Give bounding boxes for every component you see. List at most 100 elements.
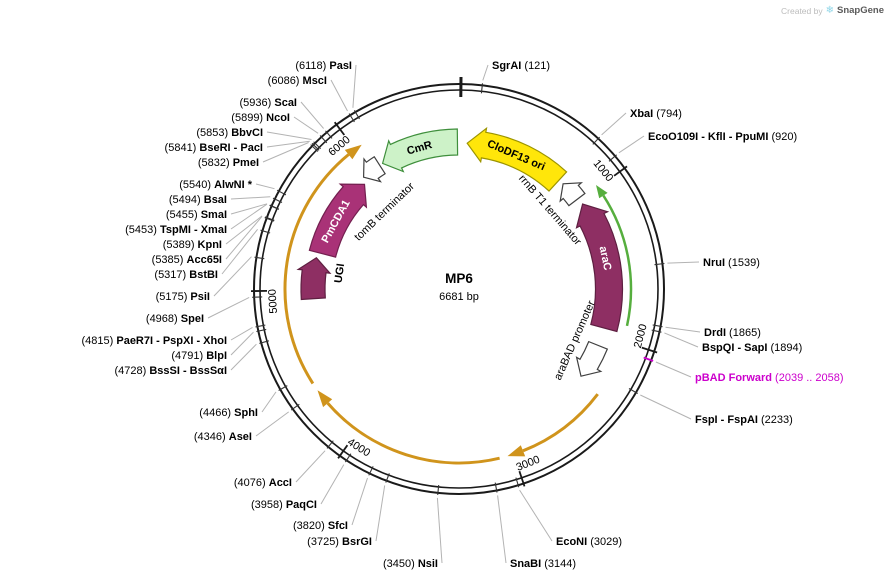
gene-arc[interactable] [283,153,350,385]
site-tick [311,142,320,151]
site-label-PasI[interactable]: (6118) PasI [295,60,352,72]
callout-line [255,183,275,190]
gene-arc[interactable] [326,402,500,465]
callout-line [436,497,443,564]
site-label-SpeI[interactable]: (4968) SpeI [146,313,204,325]
gene-arc[interactable] [522,393,599,453]
site-label-AseI[interactable]: (4346) AseI [194,431,252,443]
site-label-EcoO109I-KflI-PpuMI[interactable]: EcoO109I - KflI - PpuMI (920) [648,131,797,143]
feature-tomb-terminator[interactable] [362,155,386,183]
site-label-BlpI[interactable]: (4791) BlpI [171,350,227,362]
site-tick [325,130,333,139]
site-label-BssSI-BssS-I[interactable]: (4728) BssSI - BssSαI [114,365,227,377]
site-label-SphI[interactable]: (4466) SphI [199,407,258,419]
site-tick [368,466,374,476]
site-label-PaqCI[interactable]: (3958) PaqCI [251,499,317,511]
site-tick [256,328,267,333]
scale-tick [518,470,526,487]
callout-line [213,256,252,297]
scale-tick-label: 3000 [515,454,542,474]
callout-line [655,361,692,378]
site-tick [515,477,520,488]
site-tick [651,329,662,333]
site-tick [643,356,654,362]
callout-line [293,116,319,134]
plasmid-size: 6681 bp [439,291,479,303]
scale-tick [613,165,628,177]
gene-arc[interactable] [602,194,633,327]
site-label-PmeI[interactable]: (5832) PmeI [198,157,259,169]
site-label-DrdI[interactable]: DrdI (1865) [704,327,761,339]
site-label-AccI[interactable]: (4076) AccI [234,477,292,489]
gene-arc-arrowhead [344,144,362,160]
feature-ugi[interactable] [296,257,332,301]
site-label-SnaBI[interactable]: SnaBI (3144) [510,558,576,570]
feature-clodf13-ori[interactable] [466,126,568,192]
site-label-NcoI[interactable]: (5899) NcoI [231,112,290,124]
site-label-SmaI[interactable]: (5455) SmaI [166,209,227,221]
site-label-SgrAI[interactable]: SgrAI (121) [492,60,550,72]
site-label-NsiI[interactable]: (3450) NsiI [383,558,438,570]
feature-label: UGI [333,263,347,284]
site-tick [259,340,270,344]
scale-tick [333,121,346,136]
callout-line [230,326,253,341]
callout-line [221,228,258,275]
callout-line [482,64,489,81]
callout-line [230,203,268,215]
site-label-FspI-FspAI[interactable]: FspI - FspAI (2233) [695,414,793,426]
site-label-TspMI-XmaI[interactable]: (5453) TspMI - XmaI [125,224,227,236]
site-tick [264,216,275,221]
callout-line [262,142,309,163]
site-label-BbvCI[interactable]: (5853) BbvCI [196,127,263,139]
callout-line [207,296,250,319]
site-label-EcoNI[interactable]: EcoNI (3029) [556,536,622,548]
feature-pmcda1[interactable] [308,183,368,258]
feature-arac[interactable] [575,203,624,333]
site-label-BspQI-SapI[interactable]: BspQI - SapI (1894) [702,342,802,354]
callout-line [330,79,348,112]
site-tick [255,324,266,328]
callout-line [295,450,326,483]
callout-line [266,140,310,148]
site-tick [290,403,300,411]
site-label-PaeR7I-PspXI-XhoI[interactable]: (4815) PaeR7I - PspXI - XhoI [82,335,228,347]
feature-label: araC [597,245,614,271]
callout-line [230,196,271,200]
site-label-XbaI[interactable]: XbaI (794) [630,108,682,120]
site-tick [278,385,288,391]
site-label-BstBI[interactable]: (5317) BstBI [154,269,218,281]
callout-line [261,391,277,413]
gene-arc-arrowhead [596,185,608,199]
site-label-BsrGI[interactable]: (3725) BsrGI [307,536,372,548]
site-label-NruI[interactable]: NruI (1539) [703,257,760,269]
site-label-PsiI[interactable]: (5175) PsiI [156,291,210,303]
feature-arabad-promoter[interactable] [575,340,609,377]
site-label-MscI[interactable]: (6086) MscI [268,75,327,87]
site-label-BsaI[interactable]: (5494) BsaI [169,194,227,206]
backbone-inner-circle [259,89,659,489]
site-tick [313,141,321,150]
callout-line [230,331,254,356]
site-tick [437,484,440,495]
site-label-AlwNI-[interactable]: (5540) AlwNI * [179,179,252,191]
callout-line [519,489,553,542]
callout-line [300,101,324,129]
callout-line [618,135,645,154]
callout-line [601,112,627,136]
site-label-pBAD-Forward[interactable]: pBAD Forward (2039 .. 2058) [695,372,844,384]
site-tick [344,453,352,463]
scale-tick-label: 5000 [266,289,280,314]
feature-cmr[interactable] [381,128,459,173]
feature-rrnb-t1-terminator[interactable] [559,182,586,207]
site-label-SfcI[interactable]: (3820) SfcI [293,520,348,532]
site-label-BseRI-PacI[interactable]: (5841) BseRI - PacI [165,142,263,154]
watermark-brand: SnapGene [837,5,884,16]
site-label-KpnI[interactable]: (5389) KpnI [163,239,222,251]
site-label-ScaI[interactable]: (5936) ScaI [240,97,298,109]
watermark: Created by ❄ SnapGene [781,5,884,16]
site-label-Acc65I[interactable]: (5385) Acc65I [152,254,222,266]
plasmid-name: MP6 [445,271,473,286]
